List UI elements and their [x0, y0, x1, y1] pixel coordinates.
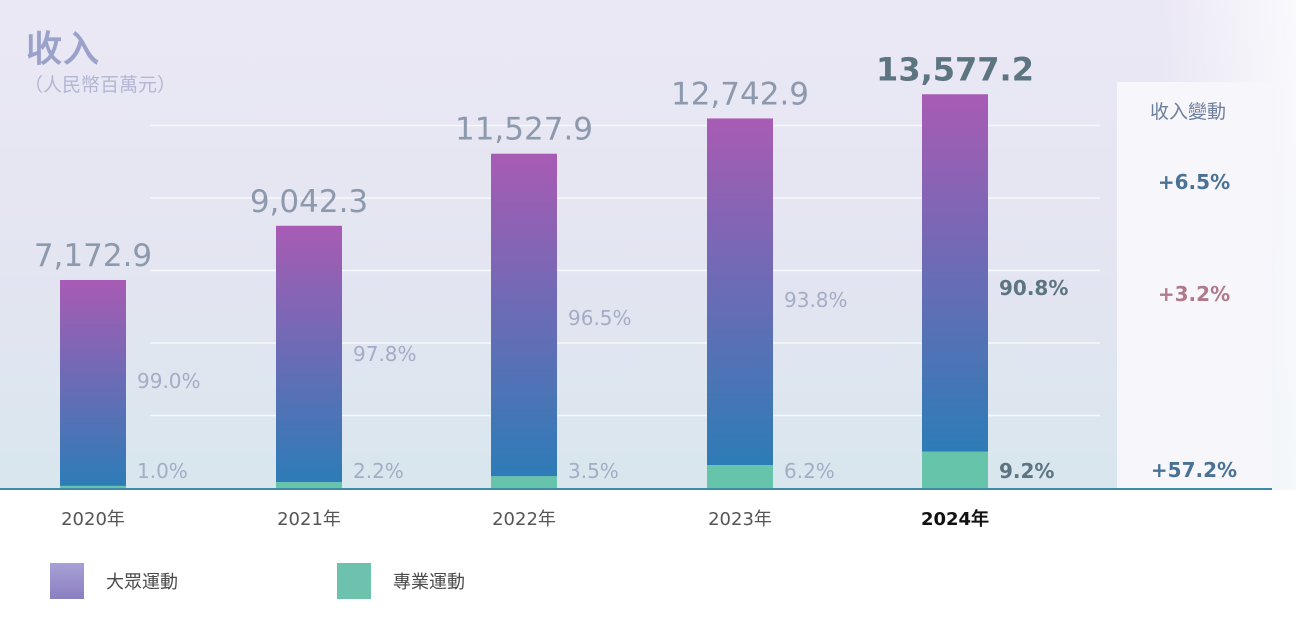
- bar-pro-sports-2021: [276, 482, 342, 488]
- chart-unit: （人民幣百萬元）: [24, 74, 177, 96]
- x-tick-label-2023: 2023年: [708, 509, 772, 530]
- revenue-change-value-3: +57.2%: [1150, 458, 1238, 482]
- revenue-change-value-2: +3.2%: [1157, 282, 1231, 306]
- bar-mass-sports-2023: [707, 118, 773, 466]
- plot-background: [0, 0, 1296, 490]
- x-tick-label-2022: 2022年: [492, 509, 556, 530]
- pct-label-pro-sports-2024: 9.2%: [999, 459, 1054, 483]
- pct-label-mass-sports-2021: 97.8%: [353, 342, 417, 366]
- total-label-2022: 11,527.9: [455, 112, 593, 148]
- pct-label-pro-sports-2020: 1.0%: [137, 459, 188, 483]
- total-label-2023: 12,742.9: [671, 76, 809, 112]
- x-tick-label-2020: 2020年: [61, 509, 125, 530]
- legend-swatch-pro-sports: [337, 563, 371, 599]
- total-label-2024: 13,577.2: [876, 50, 1034, 88]
- x-tick-label-2024: 2024年: [921, 508, 989, 530]
- total-label-2020: 7,172.9: [34, 238, 152, 274]
- legend-swatch-mass-sports: [50, 563, 84, 599]
- revenue-change-value-1: +6.5%: [1157, 170, 1231, 194]
- legend-item-pro-sports: 專業運動: [337, 563, 465, 599]
- revenue-change-header: 收入變動: [1150, 101, 1227, 123]
- bar-pro-sports-2020: [60, 485, 126, 488]
- revenue-change-panel: [1117, 82, 1272, 488]
- bar-pro-sports-2023: [707, 465, 773, 488]
- legend-label-pro-sports: 專業運動: [393, 572, 465, 593]
- legend-item-mass-sports: 大眾運動: [50, 563, 178, 599]
- bar-mass-sports-2022: [491, 153, 557, 477]
- pct-label-mass-sports-2024: 90.8%: [999, 276, 1068, 300]
- bar-mass-sports-2021: [276, 225, 342, 483]
- total-label-2021: 9,042.3: [250, 184, 368, 220]
- pct-label-mass-sports-2020: 99.0%: [137, 369, 201, 393]
- bar-mass-sports-2020: [60, 279, 126, 486]
- pct-label-pro-sports-2023: 6.2%: [784, 459, 835, 483]
- pct-label-mass-sports-2023: 93.8%: [784, 288, 848, 312]
- pct-label-mass-sports-2022: 96.5%: [568, 306, 632, 330]
- bar-pro-sports-2024: [922, 451, 988, 488]
- pct-label-pro-sports-2022: 3.5%: [568, 459, 619, 483]
- chart-title: 收入: [26, 29, 101, 70]
- bar-pro-sports-2022: [491, 476, 557, 488]
- pct-label-pro-sports-2021: 2.2%: [353, 459, 404, 483]
- bar-mass-sports-2024: [922, 94, 988, 452]
- x-tick-label-2021: 2021年: [277, 509, 341, 530]
- legend-label-mass-sports: 大眾運動: [106, 572, 178, 593]
